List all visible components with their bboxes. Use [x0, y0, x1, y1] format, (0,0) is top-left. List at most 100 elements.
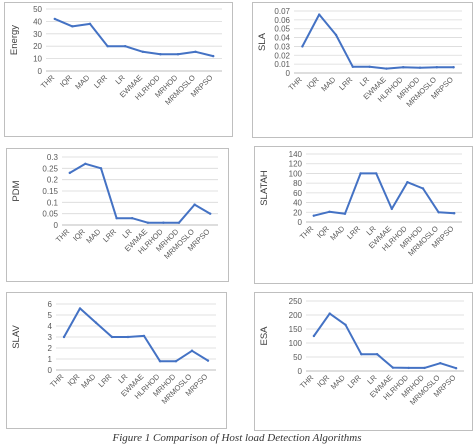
y-tick-label: 40 [33, 17, 42, 26]
data-point [360, 353, 363, 356]
chart-frame [6, 148, 229, 282]
data-point [334, 33, 338, 37]
y-axis-title: Energy [9, 25, 20, 55]
series-line [68, 162, 212, 224]
data-point [115, 217, 118, 220]
data-point [209, 212, 212, 215]
y-axis-title: SLAV [11, 325, 22, 349]
y-tick-label: 0 [286, 69, 291, 78]
figure-caption: Figure 1 Comparison of Host load Detecti… [112, 432, 362, 444]
y-tick-label: 4 [48, 322, 53, 331]
y-tick-label: 5 [48, 311, 53, 320]
data-point [78, 307, 82, 310]
y-tick-label: 6 [48, 300, 53, 309]
data-point [421, 187, 425, 190]
y-tick-label: 80 [293, 179, 302, 188]
data-point [193, 203, 196, 206]
data-point [146, 221, 149, 224]
data-point [343, 212, 347, 215]
y-tick-label: 50 [33, 5, 42, 14]
data-point [212, 54, 215, 58]
chart-frame [4, 2, 233, 137]
data-point [452, 66, 455, 69]
chart-frame [6, 292, 227, 429]
y-tick-label: 50 [293, 353, 302, 362]
data-point [453, 212, 456, 215]
data-point [71, 25, 74, 28]
data-point [301, 45, 304, 48]
data-point [406, 180, 409, 184]
y-tick-label: 0 [38, 67, 43, 76]
chart-frame [252, 2, 473, 138]
data-point [158, 360, 162, 363]
data-point [368, 65, 371, 69]
data-point [391, 366, 395, 369]
data-point [142, 334, 146, 338]
y-tick-label: 0 [48, 366, 53, 375]
series-line [312, 172, 456, 217]
data-point [418, 66, 422, 69]
data-point [126, 335, 130, 339]
data-point [124, 45, 127, 48]
y-tick-label: 0.1 [47, 198, 59, 207]
y-axis-title: ESA [259, 326, 270, 346]
y-tick-label: 0.01 [274, 60, 290, 69]
y-tick-label: 0.07 [274, 7, 290, 16]
data-point [194, 50, 197, 53]
series-line [63, 307, 209, 363]
y-tick-label: 100 [289, 169, 303, 178]
data-point [174, 360, 178, 363]
data-point [423, 366, 426, 370]
y-tick-label: 0.03 [274, 42, 290, 51]
data-point [106, 45, 109, 48]
data-point [159, 53, 162, 56]
data-point [318, 13, 321, 16]
data-point [375, 353, 379, 356]
y-tick-label: 100 [289, 339, 303, 348]
data-point [88, 22, 92, 26]
data-point [68, 171, 72, 175]
y-tick-label: 200 [289, 311, 303, 320]
series-line [312, 312, 458, 370]
data-point [402, 66, 405, 69]
y-tick-label: 0.15 [42, 187, 58, 196]
data-point [351, 65, 354, 69]
y-tick-label: 30 [33, 30, 42, 39]
data-point [84, 162, 87, 165]
y-axis-title: SLATAH [259, 170, 270, 206]
data-point [53, 17, 56, 21]
data-point [62, 335, 66, 339]
data-point [190, 349, 194, 352]
chart-frame [254, 292, 473, 431]
y-tick-label: 20 [33, 42, 42, 51]
data-point [177, 221, 181, 224]
data-point [206, 359, 210, 362]
y-tick-label: 250 [289, 297, 303, 306]
series-line [301, 13, 455, 70]
y-tick-label: 0 [54, 221, 59, 230]
y-tick-label: 20 [293, 208, 302, 217]
y-tick-label: 120 [289, 160, 303, 169]
y-tick-label: 40 [293, 199, 302, 208]
y-tick-label: 0.02 [274, 51, 290, 60]
data-point [385, 67, 388, 70]
y-tick-label: 0 [298, 218, 303, 227]
data-point [131, 217, 134, 220]
data-point [328, 210, 331, 213]
series-line [53, 17, 215, 58]
data-point [437, 211, 440, 214]
y-tick-label: 0.05 [274, 25, 290, 34]
y-tick-label: 140 [289, 150, 303, 159]
data-point [435, 66, 438, 69]
data-point [454, 367, 458, 370]
y-tick-label: 3 [48, 333, 53, 342]
data-point [110, 335, 114, 339]
y-tick-label: 0.04 [274, 34, 290, 43]
y-tick-label: 0.3 [47, 153, 59, 162]
y-axis-title: SLA [257, 32, 268, 51]
